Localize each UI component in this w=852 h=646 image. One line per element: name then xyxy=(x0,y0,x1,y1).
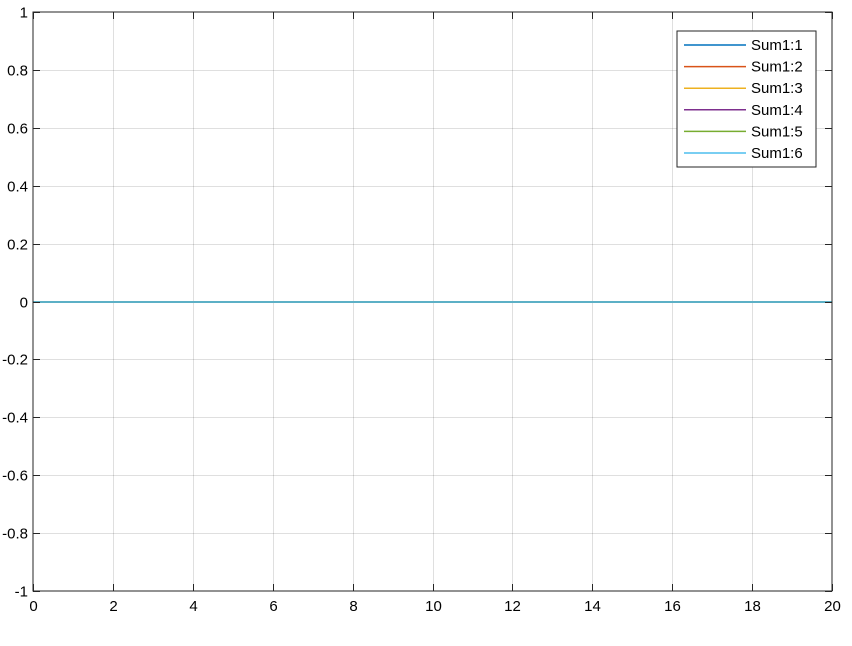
axes-box xyxy=(32,11,833,592)
y-tick-label: 0.8 xyxy=(7,63,28,80)
x-tick-label: 0 xyxy=(29,598,37,615)
axis-ticks xyxy=(33,12,833,592)
legend-label-2: Sum1:2 xyxy=(751,59,803,76)
legend[interactable]: Sum1:1 Sum1:2 Sum1:3 Sum1:4 Sum1:5 Sum1:6 xyxy=(676,30,817,168)
x-tick-labels: 0 2 4 6 8 10 12 14 16 18 20 xyxy=(29,598,841,615)
y-tick-label: -1 xyxy=(15,584,28,601)
y-tick-label: 1 xyxy=(20,5,28,22)
x-tick-label: 20 xyxy=(824,598,841,615)
x-tick-label: 14 xyxy=(584,598,601,615)
y-tick-label: -0.6 xyxy=(2,468,28,485)
x-tick-label: 8 xyxy=(349,598,357,615)
x-tick-label: 18 xyxy=(744,598,761,615)
legend-label-3: Sum1:3 xyxy=(751,80,803,97)
y-tick-label: 0.2 xyxy=(7,237,28,254)
x-tick-label: 10 xyxy=(425,598,442,615)
x-tick-label: 2 xyxy=(109,598,117,615)
y-tick-labels: -1 -0.8 -0.6 -0.4 -0.2 0 0.2 0.4 0.6 0.8 1 xyxy=(2,5,28,601)
legend-label-6: Sum1:6 xyxy=(751,145,803,162)
y-tick-label: -0.4 xyxy=(2,410,28,427)
legend-label-1: Sum1:1 xyxy=(751,37,803,54)
legend-box xyxy=(676,30,817,168)
x-tick-label: 4 xyxy=(189,598,197,615)
y-tick-label: 0 xyxy=(20,295,28,312)
legend-label-4: Sum1:4 xyxy=(751,102,803,119)
legend-label-5: Sum1:5 xyxy=(751,123,803,140)
x-tick-label: 12 xyxy=(504,598,521,615)
x-tick-label: 6 xyxy=(269,598,277,615)
y-tick-label: -0.2 xyxy=(2,352,28,369)
x-tick-label: 16 xyxy=(664,598,681,615)
y-tick-label: -0.8 xyxy=(2,526,28,543)
y-tick-label: 0.6 xyxy=(7,121,28,138)
y-tick-label: 0.4 xyxy=(7,179,28,196)
